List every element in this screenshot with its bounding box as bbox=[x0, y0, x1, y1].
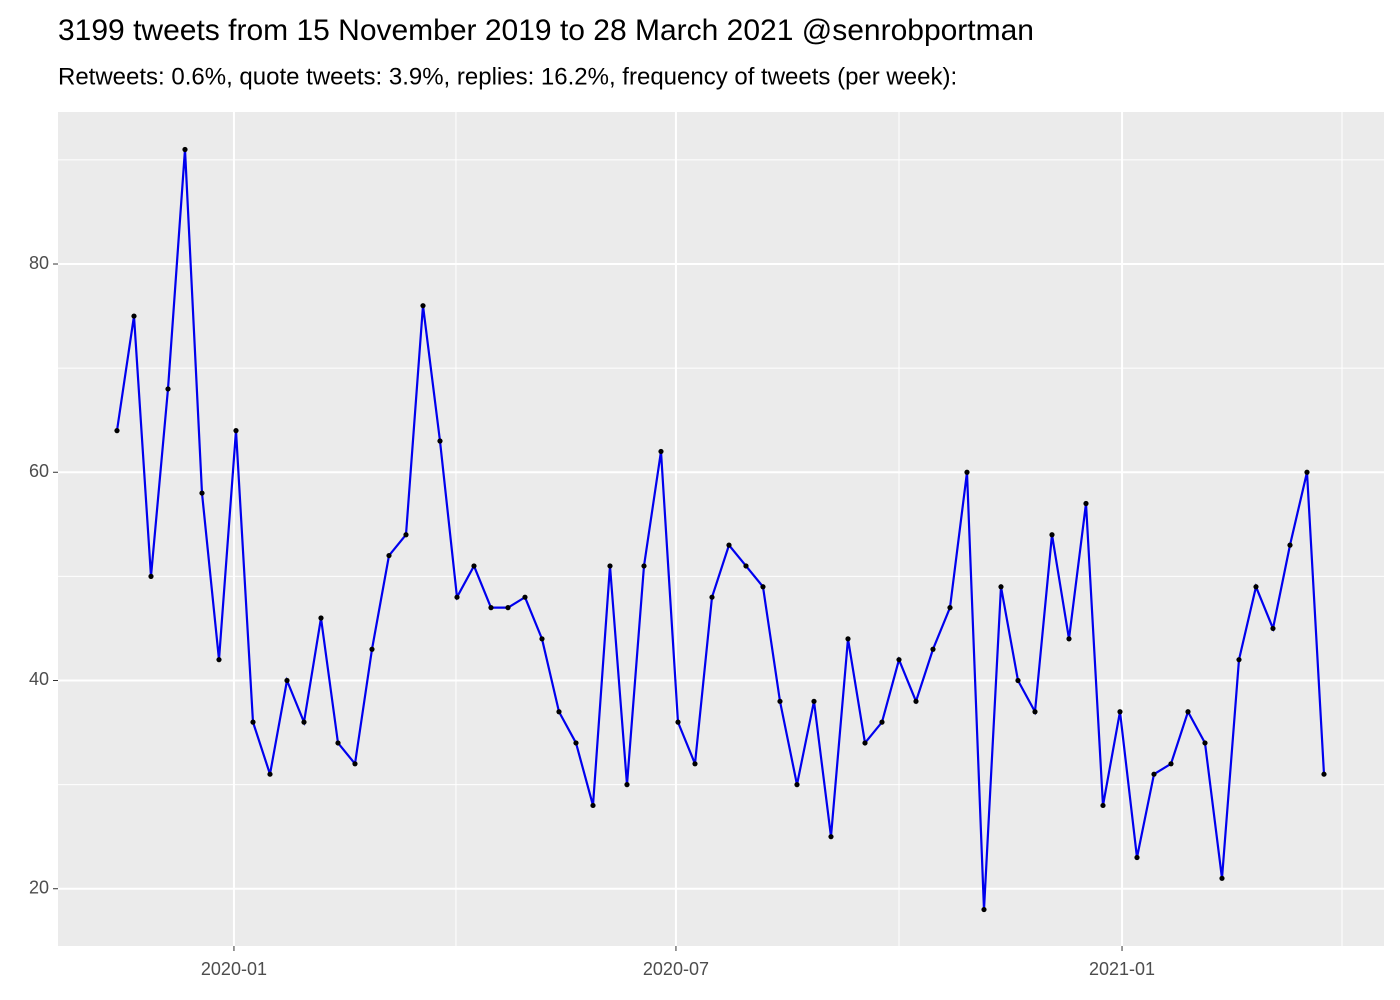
point bbox=[896, 657, 902, 663]
point bbox=[862, 740, 868, 746]
point bbox=[216, 657, 222, 663]
point bbox=[1219, 875, 1225, 881]
point bbox=[1066, 636, 1072, 642]
point bbox=[250, 719, 256, 725]
point bbox=[930, 646, 936, 652]
point bbox=[199, 490, 205, 496]
point bbox=[386, 552, 392, 559]
point bbox=[845, 636, 851, 642]
point bbox=[998, 584, 1004, 590]
point bbox=[318, 615, 324, 621]
point bbox=[658, 448, 664, 455]
point bbox=[301, 719, 307, 725]
point bbox=[726, 542, 732, 548]
point bbox=[641, 563, 647, 569]
point bbox=[1151, 771, 1157, 777]
point bbox=[573, 740, 579, 746]
x-tick-label: 2021-01 bbox=[1089, 959, 1155, 979]
point bbox=[947, 605, 953, 611]
y-tick-label: 60 bbox=[29, 461, 49, 481]
point bbox=[505, 605, 511, 611]
point bbox=[1321, 771, 1327, 777]
point bbox=[233, 428, 239, 434]
point bbox=[675, 719, 681, 725]
point bbox=[1032, 709, 1038, 715]
point bbox=[420, 303, 426, 309]
y-tick-label: 20 bbox=[29, 877, 49, 897]
point bbox=[1100, 802, 1106, 809]
x-tick-label: 2020-07 bbox=[643, 959, 709, 979]
point bbox=[777, 698, 783, 704]
point bbox=[267, 771, 273, 777]
point bbox=[522, 594, 528, 600]
point bbox=[1185, 709, 1191, 715]
point bbox=[403, 532, 409, 538]
point bbox=[1202, 740, 1208, 746]
point bbox=[437, 438, 443, 444]
line bbox=[115, 149, 1326, 910]
point bbox=[284, 677, 290, 684]
point bbox=[352, 761, 358, 767]
point bbox=[165, 386, 171, 392]
point bbox=[369, 646, 375, 652]
point bbox=[1236, 657, 1242, 663]
chart-title: 3199 tweets from 15 November 2019 to 28 … bbox=[58, 14, 1034, 47]
point bbox=[879, 719, 885, 725]
point bbox=[454, 594, 460, 600]
point bbox=[335, 740, 341, 746]
point bbox=[1015, 677, 1021, 684]
point bbox=[1253, 584, 1259, 590]
point bbox=[964, 469, 970, 475]
point bbox=[913, 698, 919, 704]
point bbox=[811, 698, 817, 704]
point bbox=[828, 834, 834, 840]
point bbox=[743, 563, 749, 569]
y-tick-label: 40 bbox=[29, 669, 49, 689]
point bbox=[760, 584, 766, 590]
point bbox=[692, 761, 698, 767]
point bbox=[488, 605, 494, 611]
panel bbox=[58, 112, 1384, 946]
point bbox=[471, 563, 477, 569]
point bbox=[624, 782, 630, 788]
point bbox=[1287, 542, 1293, 548]
point bbox=[1304, 469, 1310, 475]
point bbox=[114, 428, 120, 434]
point bbox=[1168, 761, 1174, 767]
chart-subtitle: Retweets: 0.6%, quote tweets: 3.9%, repl… bbox=[58, 63, 957, 90]
point bbox=[556, 709, 562, 715]
y-tick-label: 80 bbox=[29, 253, 49, 273]
point bbox=[131, 313, 137, 319]
point bbox=[148, 573, 154, 579]
point bbox=[590, 802, 596, 809]
point bbox=[607, 563, 613, 569]
point bbox=[182, 146, 188, 153]
point bbox=[794, 782, 800, 788]
point bbox=[1117, 709, 1123, 715]
point bbox=[1270, 625, 1276, 632]
point bbox=[709, 594, 715, 600]
point bbox=[1083, 500, 1089, 507]
x-tick-label: 2020-01 bbox=[201, 959, 267, 979]
point bbox=[1134, 854, 1140, 861]
point bbox=[1049, 532, 1055, 538]
point bbox=[981, 906, 987, 913]
point bbox=[539, 636, 545, 642]
